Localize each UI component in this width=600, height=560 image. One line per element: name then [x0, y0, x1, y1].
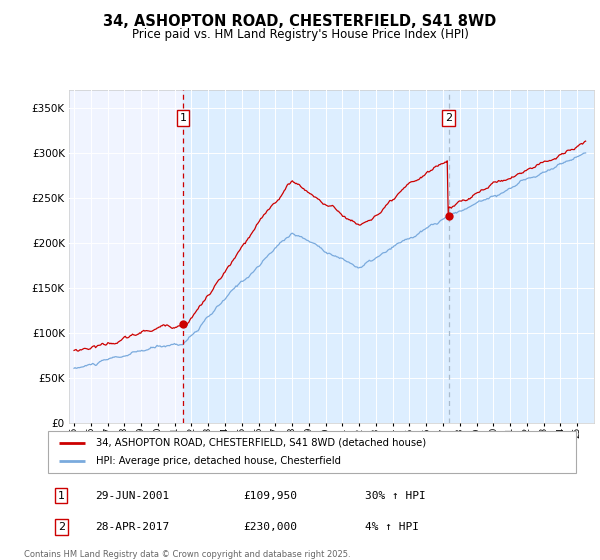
Text: 2: 2: [445, 113, 452, 123]
Text: 2: 2: [58, 522, 65, 532]
Text: 34, ASHOPTON ROAD, CHESTERFIELD, S41 8WD (detached house): 34, ASHOPTON ROAD, CHESTERFIELD, S41 8WD…: [95, 438, 425, 448]
Text: £109,950: £109,950: [244, 491, 298, 501]
Text: £230,000: £230,000: [244, 522, 298, 532]
Text: Contains HM Land Registry data © Crown copyright and database right 2025.
This d: Contains HM Land Registry data © Crown c…: [24, 550, 350, 560]
Text: 30% ↑ HPI: 30% ↑ HPI: [365, 491, 425, 501]
FancyBboxPatch shape: [48, 431, 576, 473]
Text: 1: 1: [58, 491, 65, 501]
Text: HPI: Average price, detached house, Chesterfield: HPI: Average price, detached house, Ches…: [95, 456, 341, 466]
Text: Price paid vs. HM Land Registry's House Price Index (HPI): Price paid vs. HM Land Registry's House …: [131, 28, 469, 41]
Text: 4% ↑ HPI: 4% ↑ HPI: [365, 522, 419, 532]
Text: 29-JUN-2001: 29-JUN-2001: [95, 491, 170, 501]
Text: 28-APR-2017: 28-APR-2017: [95, 522, 170, 532]
Bar: [183, 90, 600, 423]
Text: 34, ASHOPTON ROAD, CHESTERFIELD, S41 8WD: 34, ASHOPTON ROAD, CHESTERFIELD, S41 8WD: [103, 14, 497, 29]
Text: 1: 1: [179, 113, 187, 123]
